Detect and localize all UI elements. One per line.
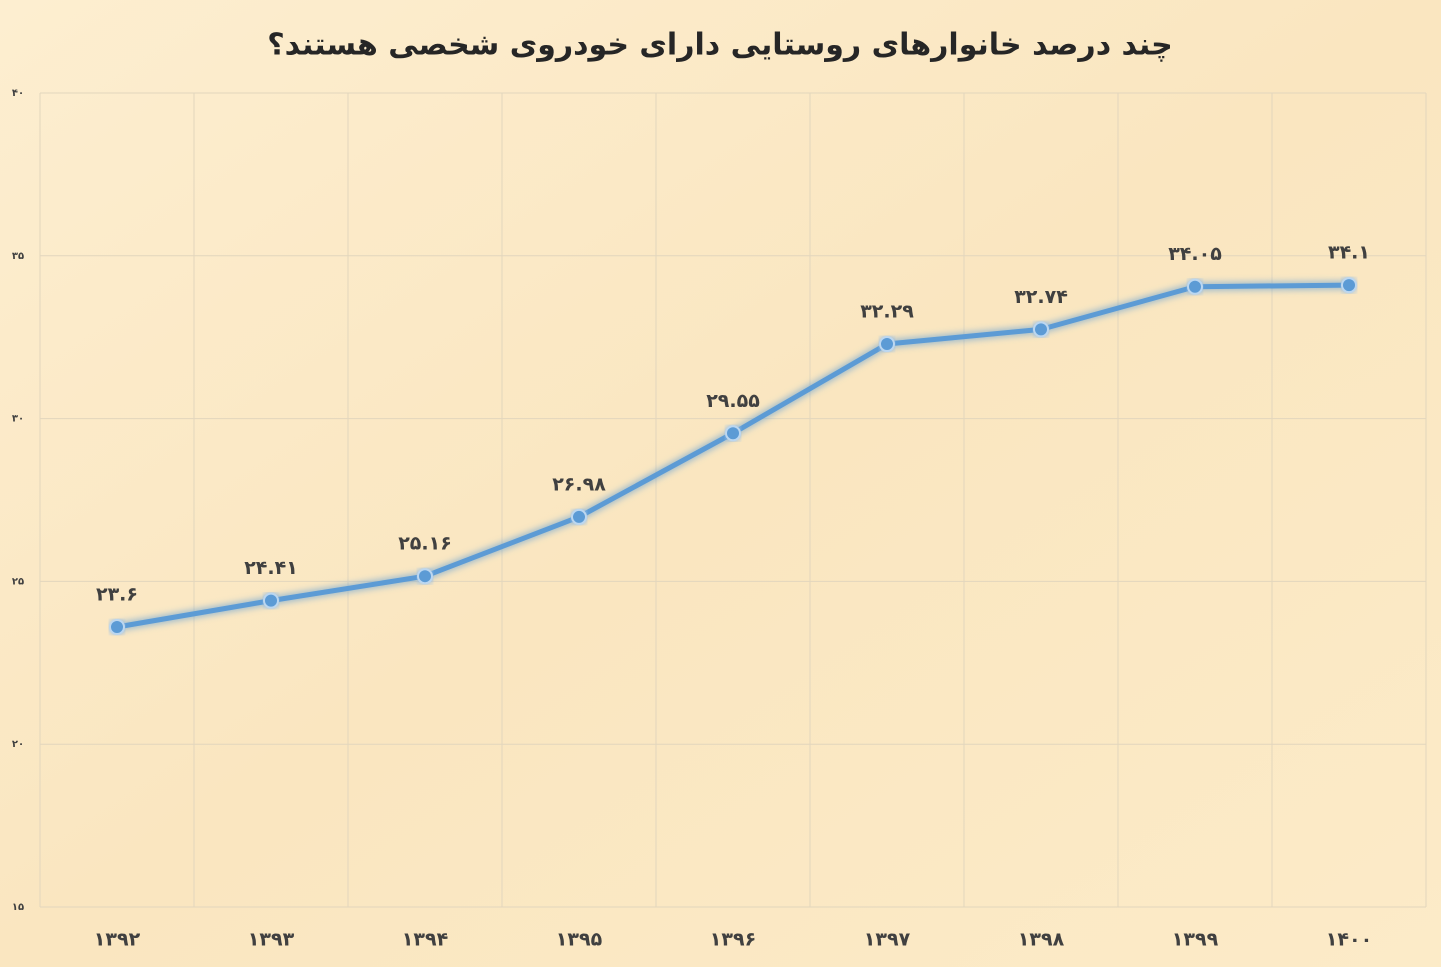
data-label: ۲۳.۶ — [96, 583, 138, 605]
x-tick-label: ۱۳۹۲ — [94, 929, 141, 951]
marker — [725, 425, 741, 442]
data-label: ۳۴.۱ — [1328, 242, 1370, 264]
data-label: ۳۴.۰۵ — [1168, 243, 1222, 265]
marker — [109, 618, 125, 635]
x-tick-label: ۱۳۹۶ — [710, 929, 756, 951]
y-tick-label: ۱۵ — [12, 902, 24, 913]
x-tick-label: ۱۳۹۴ — [402, 929, 448, 951]
marker — [571, 508, 587, 525]
y-tick-label: ۳۰ — [12, 414, 24, 425]
x-tick-label: ۱۳۹۸ — [1018, 929, 1065, 951]
data-label: ۲۵.۱۶ — [398, 533, 452, 555]
chart-title: چند درصد خانوارهای روستایی دارای خودروی … — [267, 28, 1172, 63]
marker — [417, 568, 433, 585]
y-tick-label: ۴۰ — [12, 88, 24, 99]
marker — [1341, 277, 1357, 294]
y-tick-label: ۳۵ — [12, 251, 24, 262]
marker — [1033, 321, 1049, 338]
marker — [263, 592, 279, 609]
y-tick-label: ۲۵ — [12, 576, 24, 587]
x-tick-label: ۱۳۹۷ — [864, 929, 911, 951]
y-tick-label: ۲۰ — [12, 739, 24, 750]
data-label: ۲۶.۹۸ — [552, 473, 606, 495]
data-label: ۳۲.۲۹ — [860, 301, 914, 323]
x-tick-label: ۱۴۰۰ — [1326, 929, 1372, 951]
data-label: ۲۴.۴۱ — [244, 557, 298, 579]
x-tick-label: ۱۳۹۵ — [556, 929, 603, 951]
data-label: ۲۹.۵۵ — [706, 390, 760, 412]
marker — [879, 336, 895, 353]
marker — [1187, 278, 1203, 295]
x-tick-label: ۱۳۹۹ — [1172, 929, 1219, 951]
x-tick-label: ۱۳۹۳ — [248, 929, 295, 951]
data-label: ۳۲.۷۴ — [1014, 286, 1068, 308]
